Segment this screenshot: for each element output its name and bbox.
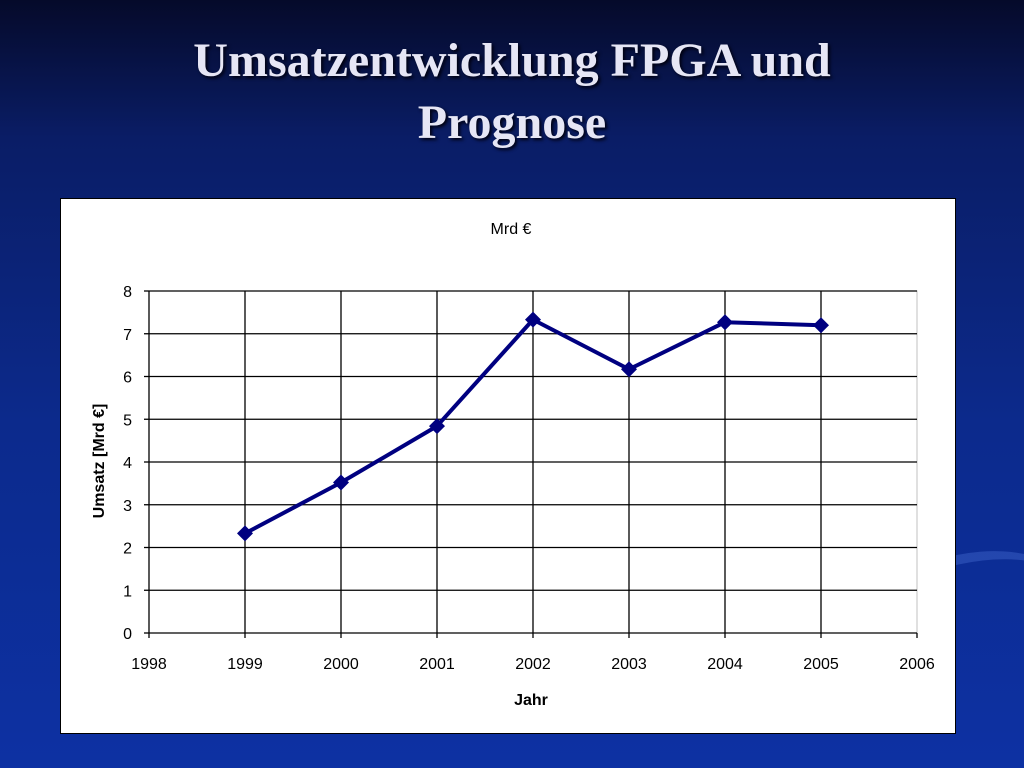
x-tick-label: 2002 <box>515 656 551 673</box>
x-tick-label: 2004 <box>707 656 743 673</box>
data-point-marker <box>717 314 733 331</box>
data-point-marker <box>429 418 445 435</box>
chart-title: Mrd € <box>491 221 532 238</box>
x-tick-label: 2001 <box>419 656 455 673</box>
x-tick-label: 1999 <box>227 656 263 673</box>
y-tick-label: 5 <box>123 412 132 429</box>
data-point-marker <box>525 311 541 328</box>
data-point-marker <box>237 525 253 542</box>
data-point-marker <box>333 474 349 491</box>
y-tick-label: 2 <box>123 541 132 558</box>
x-axis-label: Jahr <box>514 692 548 709</box>
y-tick-label: 7 <box>123 327 132 344</box>
x-tick-label: 2003 <box>611 656 647 673</box>
slide-title: Umsatzentwicklung FPGA und Prognose <box>0 30 1024 154</box>
y-tick-label: 8 <box>123 284 132 301</box>
slide-title-line-1: Umsatzentwicklung FPGA und <box>193 34 831 87</box>
y-tick-label: 6 <box>123 370 132 387</box>
y-tick-label: 1 <box>123 583 132 600</box>
line-chart: Mrd € Jahr Umsatz [Mrd €] 0 1 2 3 4 5 6 7 8 1998 1… <box>91 221 935 709</box>
y-axis-label: Umsatz [Mrd €] <box>91 404 108 519</box>
x-tick-label: 2006 <box>899 656 935 673</box>
chart-frame: Mrd € Jahr Umsatz [Mrd €] 0 1 2 3 4 5 6 7 8 1998 1… <box>60 198 956 734</box>
y-tick-label: 4 <box>123 455 132 472</box>
x-tick-label: 2000 <box>323 656 359 673</box>
data-point-marker <box>621 361 637 378</box>
y-tick-label: 3 <box>123 498 132 515</box>
slide-title-line-2: Prognose <box>417 96 607 149</box>
y-tick-label: 0 <box>123 626 132 643</box>
x-tick-label: 2005 <box>803 656 839 673</box>
x-tick-label: 1998 <box>131 656 167 673</box>
data-point-marker <box>813 317 829 334</box>
